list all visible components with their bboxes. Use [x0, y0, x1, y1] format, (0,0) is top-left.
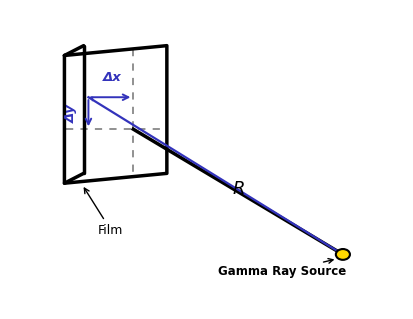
Text: R: R [233, 180, 245, 198]
Text: Film: Film [84, 188, 123, 237]
Text: Δy: Δy [65, 104, 78, 122]
Circle shape [336, 249, 350, 260]
Text: Δx: Δx [102, 71, 121, 84]
Text: Gamma Ray Source: Gamma Ray Source [218, 259, 346, 278]
